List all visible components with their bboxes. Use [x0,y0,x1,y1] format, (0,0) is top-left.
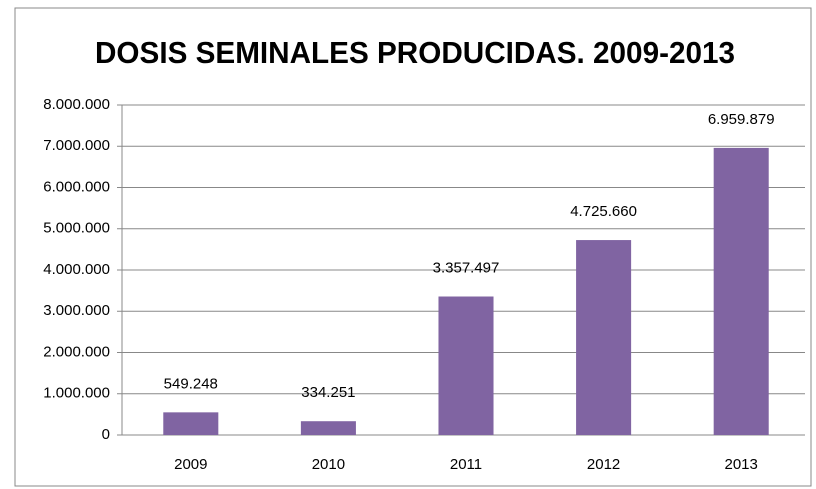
bar [713,147,769,435]
bar [576,240,632,435]
chart-border [14,7,812,487]
data-label: 549.248 [164,375,218,392]
data-label: 3.357.497 [433,259,500,276]
x-tick-label: 2013 [725,456,758,473]
data-label: 6.959.879 [708,111,775,128]
data-label: 4.725.660 [570,203,637,220]
y-tick-label: 4.000.000 [43,261,110,278]
y-tick-label: 7.000.000 [43,137,110,154]
y-tick-label: 5.000.000 [43,220,110,237]
bar [438,296,494,435]
y-tick-label: 8.000.000 [43,96,110,113]
y-tick-label: 6.000.000 [43,178,110,195]
x-tick-label: 2012 [587,456,620,473]
data-label: 334.251 [301,384,355,401]
x-tick-label: 2010 [312,456,345,473]
y-tick-label: 1.000.000 [43,385,110,402]
y-tick-label: 0 [102,426,110,443]
x-tick-label: 2009 [174,456,207,473]
y-tick-label: 3.000.000 [43,302,110,319]
bar [163,412,219,435]
chart-title: DOSIS SEMINALES PRODUCIDAS. 2009-2013 [95,35,735,70]
x-tick-label: 2011 [450,456,482,473]
y-tick-label: 2.000.000 [43,343,110,360]
bar [300,421,356,435]
